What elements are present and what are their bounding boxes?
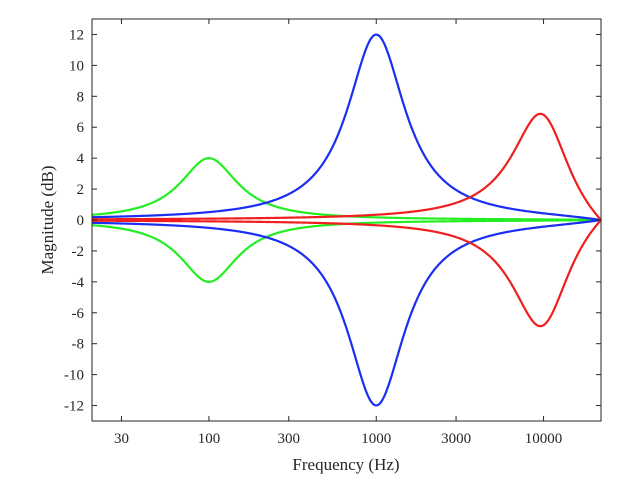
- x-tick-label: 300: [278, 431, 301, 447]
- series-line-4: [92, 112, 602, 221]
- series-line-5: [92, 219, 602, 328]
- series-line-2: [91, 33, 602, 222]
- series-layer: [91, 33, 602, 407]
- y-tick-label: 12: [69, 27, 84, 43]
- x-tick-label: 30: [114, 431, 129, 447]
- axes-layer: 30 100 300 1000 3000 10000 12 10 8 6 4 2 0 -2 -4 -6 -8 -1…: [64, 18, 602, 447]
- y-tick-label: 6: [77, 120, 85, 136]
- x-tick-label: 1000: [361, 431, 391, 447]
- y-tick-label: -2: [72, 244, 85, 260]
- x-tick-label: 10000: [525, 431, 563, 447]
- x-tick-label: 100: [198, 431, 221, 447]
- x-axis-label: Frequency (Hz): [292, 455, 399, 474]
- y-tick-label: -8: [72, 337, 85, 353]
- series-line-3: [91, 218, 602, 407]
- y-tick-label: 10: [69, 58, 84, 74]
- y-tick-label: -12: [64, 399, 84, 415]
- x-tick-label: 3000: [441, 431, 471, 447]
- y-axis-label: Magnitude (dB): [38, 165, 57, 274]
- y-tick-label: -10: [64, 368, 84, 384]
- y-tick-label: 2: [77, 182, 85, 198]
- y-tick-label: -4: [72, 275, 85, 291]
- y-tick-label: 0: [77, 213, 85, 229]
- y-tick-label: 4: [77, 151, 85, 167]
- y-tick-label: 8: [77, 89, 85, 105]
- y-tick-label: -6: [72, 306, 85, 322]
